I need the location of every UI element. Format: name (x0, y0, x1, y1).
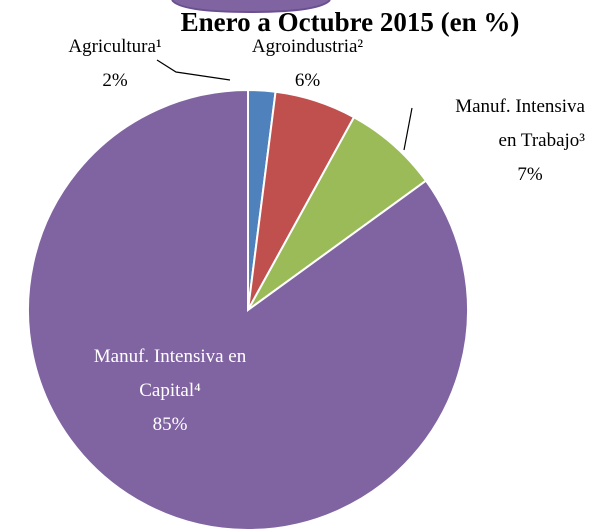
slice-label: Agricultura¹ 2% (60, 30, 170, 98)
slices (27, 88, 469, 529)
slice-name: Manuf. Intensiva en Trabajo³ (455, 96, 585, 151)
slice-value: 85% (152, 414, 188, 435)
decorative-shape (171, 0, 331, 14)
slice-value: 2% (102, 70, 128, 91)
slice-name: Agricultura¹ (68, 36, 162, 57)
slice-value: 7% (517, 164, 543, 185)
slice-label: Manuf. Intensiva en Capital⁴ 85% (70, 340, 270, 442)
leader-line (403, 107, 413, 151)
pie-slice (27, 88, 469, 529)
slice-name: Manuf. Intensiva en Capital⁴ (93, 346, 247, 401)
leader-line (156, 59, 231, 81)
slice-name: Agroindustria² (251, 36, 364, 57)
slice-label: Agroindustria² 6% (240, 30, 375, 98)
slice-value: 6% (294, 70, 321, 91)
slice-label: Manuf. Intensiva en Trabajo³ 7% (405, 90, 595, 192)
chart-title: Enero a Octubre 2015 (en %) (180, 7, 520, 37)
